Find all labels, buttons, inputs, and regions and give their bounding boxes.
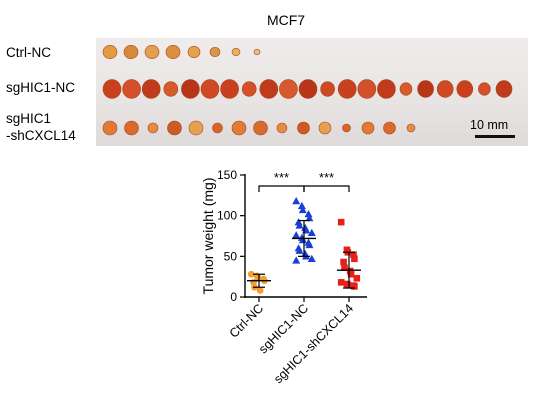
data-point-sghic1-shcxcl14 bbox=[340, 258, 347, 266]
tumor-specimen bbox=[165, 45, 181, 59]
tumor-specimen bbox=[361, 121, 375, 135]
tumor-specimen bbox=[298, 79, 318, 99]
tumor-specimen bbox=[253, 120, 268, 136]
tumor-specimen bbox=[276, 122, 288, 134]
tumor-specimen bbox=[406, 123, 416, 133]
data-point-sghic1-nc bbox=[297, 201, 306, 210]
data-point-sghic1-nc bbox=[298, 236, 307, 244]
tumor-specimen bbox=[147, 122, 159, 134]
tumor-specimen bbox=[187, 45, 201, 58]
significance-bracket bbox=[258, 185, 305, 192]
tumor-specimen bbox=[123, 45, 139, 59]
data-point-sghic1-shcxcl14 bbox=[337, 279, 345, 286]
tumor-specimen bbox=[167, 120, 182, 136]
tumor-specimen bbox=[297, 121, 310, 135]
tumor-specimen bbox=[318, 121, 332, 135]
data-point-sghic1-nc bbox=[292, 231, 301, 239]
y-tick-label: 0 bbox=[230, 290, 237, 304]
tumor-specimen bbox=[357, 79, 377, 99]
tumor-specimen bbox=[141, 79, 161, 99]
tumor-specimen bbox=[209, 46, 221, 58]
y-tick-label: 150 bbox=[217, 168, 237, 182]
tumor-specimen bbox=[377, 79, 396, 99]
data-point-sghic1-shcxcl14 bbox=[353, 274, 361, 282]
tumor-specimen bbox=[200, 79, 220, 99]
tumor-specimen bbox=[163, 81, 179, 97]
tumor-specimen bbox=[212, 122, 223, 134]
tumor-specimen bbox=[124, 120, 139, 136]
tumor-specimen bbox=[144, 45, 160, 59]
x-tick-label: sgHIC1-shCXCL14 bbox=[271, 301, 356, 386]
tumor-specimen bbox=[181, 79, 200, 99]
data-point-sghic1-nc bbox=[292, 256, 301, 264]
significance-label: *** bbox=[319, 170, 334, 185]
data-point-sghic1-nc bbox=[292, 197, 301, 205]
tumor-specimen bbox=[417, 80, 434, 98]
tumor-specimen bbox=[456, 80, 474, 98]
tumor-specimen bbox=[495, 80, 513, 98]
row-label-sghic1-line1: sgHIC1 bbox=[6, 111, 52, 126]
y-tick-label: 100 bbox=[217, 209, 237, 223]
tumor-specimen bbox=[342, 123, 351, 133]
tumor-specimen bbox=[383, 121, 396, 135]
data-point-sghic1-nc bbox=[304, 210, 313, 218]
data-point-sghic1-shcxcl14 bbox=[337, 218, 345, 226]
data-point-sghic1-nc bbox=[295, 221, 304, 229]
data-point-sghic1-nc bbox=[298, 205, 307, 214]
data-point-sghic1-shcxcl14 bbox=[344, 281, 352, 289]
scale-bar bbox=[475, 135, 515, 138]
data-point-ctrl-nc bbox=[247, 270, 255, 278]
tumor-specimen bbox=[188, 120, 204, 136]
data-point-sghic1-nc bbox=[295, 246, 304, 254]
tumor-specimen bbox=[231, 120, 247, 136]
tumor-specimen bbox=[279, 79, 298, 99]
tumor-specimen bbox=[220, 79, 239, 99]
tumor-specimen bbox=[102, 45, 118, 59]
x-tick-label: Ctrl-NC bbox=[227, 301, 266, 340]
data-point-sghic1-shcxcl14 bbox=[347, 270, 355, 278]
tumor-specimen bbox=[259, 79, 279, 99]
tumor-specimen bbox=[231, 47, 241, 57]
tumor-specimen bbox=[337, 79, 357, 99]
row-label-sghic1-line2: -shCXCL14 bbox=[6, 128, 76, 143]
tumor-specimen bbox=[436, 80, 454, 98]
y-tick-label: 50 bbox=[224, 249, 238, 263]
tumor-specimen bbox=[478, 82, 491, 96]
data-point-sghic1-nc bbox=[307, 228, 316, 236]
data-point-sghic1-nc bbox=[305, 240, 314, 249]
data-point-ctrl-nc bbox=[256, 287, 264, 294]
data-point-sghic1-nc bbox=[307, 254, 316, 262]
tumor-specimen bbox=[102, 120, 118, 136]
data-point-sghic1-nc bbox=[305, 214, 314, 222]
tumor-specimen bbox=[399, 82, 413, 96]
tumor-specimen bbox=[253, 48, 261, 56]
tumor-specimen bbox=[102, 79, 122, 99]
data-point-sghic1-shcxcl14 bbox=[351, 255, 358, 263]
y-axis-label: Tumor weight (mg) bbox=[200, 178, 216, 295]
scale-bar-label: 10 mm bbox=[470, 118, 509, 132]
significance-label: *** bbox=[274, 170, 289, 185]
tumor-specimen bbox=[122, 79, 141, 99]
significance-bracket bbox=[303, 185, 350, 192]
data-point-sghic1-shcxcl14 bbox=[341, 264, 348, 272]
data-point-sghic1-shcxcl14 bbox=[350, 251, 357, 259]
tumor-specimen bbox=[241, 81, 257, 97]
data-point-sghic1-shcxcl14 bbox=[351, 283, 358, 290]
row-label-sghic1-nc: sgHIC1-NC bbox=[6, 80, 76, 95]
figure-title: MCF7 bbox=[266, 12, 306, 28]
tumor-specimen bbox=[320, 81, 335, 97]
row-label-ctrl-nc: Ctrl-NC bbox=[6, 45, 51, 60]
